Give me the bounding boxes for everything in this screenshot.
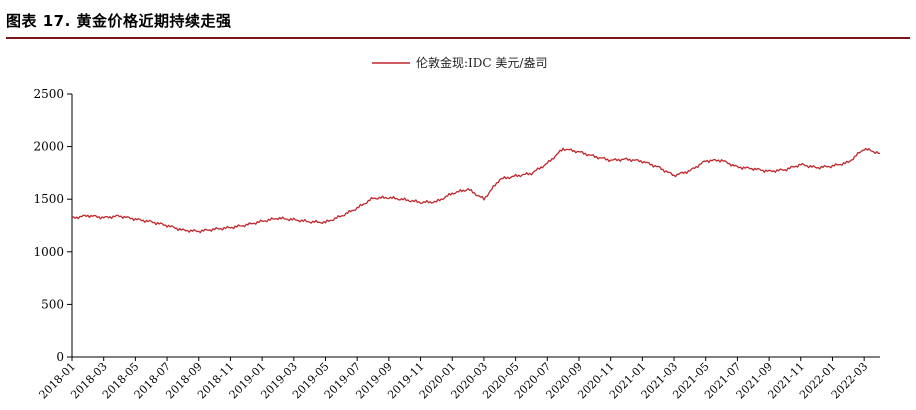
y-tick-label: 1500 [33,192,64,206]
legend-label: 伦敦金现:IDC 美元/盎司 [416,55,547,70]
y-axis-ticks: 0 500 1000 1500 2000 2500 [33,87,72,364]
y-tick-label: 2000 [33,140,64,154]
axes [71,94,880,358]
legend: 伦敦金现:IDC 美元/盎司 [372,55,547,70]
title-rule [6,37,910,39]
y-tick-label: 0 [56,350,64,364]
y-tick-label: 2500 [33,87,64,101]
y-tick-label: 500 [41,297,64,311]
series-line-gold-price [71,147,880,234]
y-tick-label: 1000 [33,245,64,259]
x-axis-ticks: 2018-012018-032018-052018-072018-092018-… [37,357,870,401]
figure-title: 图表 17. 黄金价格近期持续走强 [6,12,232,30]
